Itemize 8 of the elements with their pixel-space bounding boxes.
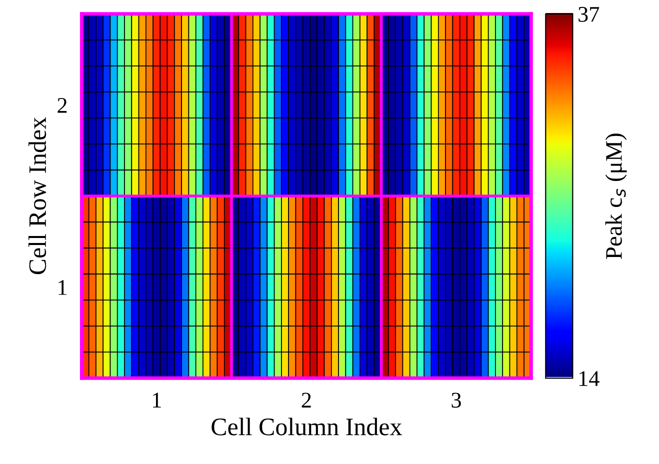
x-axis-title: Cell Column Index xyxy=(212,418,402,436)
color-bar-label: 14 xyxy=(579,371,600,386)
y-axis-title: Cell Row Index xyxy=(28,117,46,274)
x-tick-label: 2 xyxy=(302,392,311,408)
x-tick-label: 3 xyxy=(452,392,461,408)
color-bar-title: Peak c$_{s}$ (μM) xyxy=(605,134,627,259)
x-tick-label: 1 xyxy=(153,392,161,408)
color-bar-label: 37 xyxy=(578,6,600,22)
